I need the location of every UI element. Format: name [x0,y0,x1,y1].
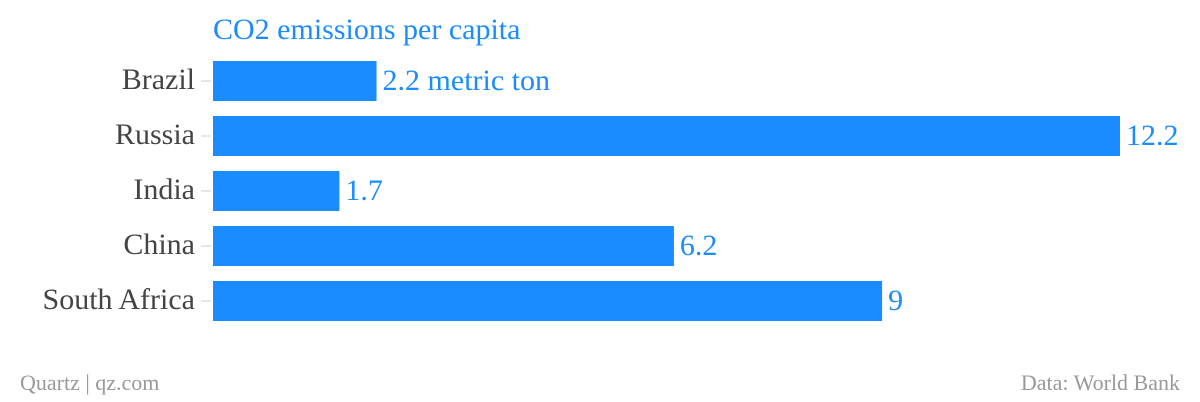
y-tick-label: Russia [115,118,195,151]
bar [213,226,674,266]
value-label: 1.7 [345,174,383,207]
y-tick-label: China [123,228,195,261]
credit: Quartz | qz.com [20,370,159,395]
y-tick-label: South Africa [43,283,195,316]
y-tick-label: Brazil [122,63,195,96]
bar [213,116,1120,156]
value-label: 9 [888,284,903,317]
bar [213,61,377,101]
bar [213,281,883,321]
chart-title: CO2 emissions per capita [213,13,520,46]
y-tick-label: India [133,173,195,206]
bar [213,171,340,211]
value-label: 2.2 metric ton [383,64,550,97]
value-label: 12.2 [1126,119,1179,152]
source: Data: World Bank [1021,370,1180,395]
value-label: 6.2 [680,229,718,262]
